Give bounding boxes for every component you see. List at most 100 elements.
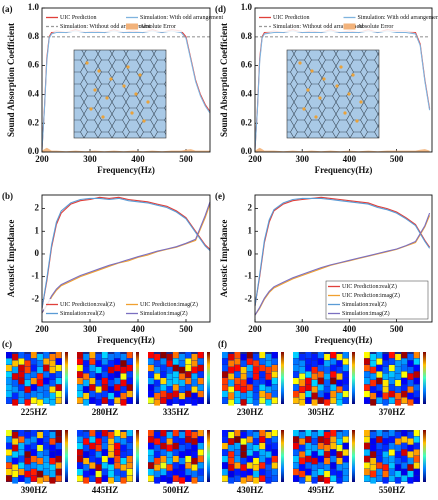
heatmap-cell [395, 360, 401, 367]
heatmap-cell [37, 367, 43, 374]
heatmap-cell [240, 360, 247, 367]
heatmap-cell [77, 475, 83, 482]
heatmap-cell [305, 365, 312, 372]
heatmap-cell [77, 430, 83, 437]
heatmap-cell [101, 469, 108, 476]
heatmap-cell [222, 469, 228, 476]
heatmap-cell [246, 462, 253, 469]
heatmap-cell [376, 358, 383, 365]
inset-dot [314, 115, 318, 119]
heatmap-cell [382, 393, 389, 400]
heatmap-cell [197, 358, 204, 365]
x-tick-label: 300 [83, 154, 97, 164]
heatmap [293, 352, 355, 406]
heatmap-cell [376, 462, 383, 469]
heatmap-cell [160, 449, 167, 456]
y-tick-label: 0 [35, 248, 40, 258]
heatmap-label: 230HZ [237, 407, 264, 417]
heatmap-cell [364, 384, 370, 391]
heatmap-cell [240, 399, 247, 406]
heatmap-cell [413, 384, 420, 391]
heatmap-cell [95, 354, 102, 361]
heatmap-cell [172, 469, 179, 476]
heatmap-cell [154, 451, 161, 458]
heatmap-cell [12, 438, 19, 445]
heatmap-cell [185, 391, 192, 398]
heatmap-cell [222, 475, 228, 482]
inset-dot [298, 61, 302, 65]
heatmap-cell [172, 391, 179, 398]
heatmap-cell [24, 477, 31, 484]
heatmap-cell [240, 432, 247, 439]
heatmap-cell [382, 380, 389, 387]
heatmap-cell [95, 438, 102, 445]
heatmap-cell [114, 391, 121, 398]
heatmap-cell [413, 469, 420, 476]
heatmap-cell [154, 367, 161, 374]
heatmap-cell [370, 399, 377, 406]
heatmap-cell [37, 432, 43, 439]
heatmap-cell [77, 397, 83, 404]
inset-dot [138, 73, 142, 77]
heatmap-cell [18, 391, 25, 398]
heatmap-cell [299, 445, 306, 452]
heatmap-cell [12, 458, 19, 465]
heatmap-cell [24, 438, 31, 445]
heatmap-cell [336, 380, 343, 387]
heatmap-cell [259, 384, 266, 391]
y-tick-label: 0.0 [241, 146, 253, 156]
legend-label: UIC Prediction:imag(Z) [342, 292, 400, 299]
heatmap-cell [388, 449, 395, 456]
heatmap-cell [364, 436, 370, 443]
heatmap-cell [234, 449, 241, 456]
heatmap-cell [83, 380, 90, 387]
heatmap-cell [120, 445, 127, 452]
heatmap-cell [83, 471, 90, 478]
heatmap-cell [108, 399, 114, 406]
inset-dot [302, 107, 306, 111]
heatmap-cell [240, 477, 247, 484]
heatmap-cell [336, 367, 343, 374]
heatmap-cell [12, 354, 19, 361]
heatmap-cell [114, 384, 121, 391]
heatmap-cell [271, 358, 278, 365]
heatmap-cell [148, 371, 154, 378]
heatmap-cell [83, 386, 90, 393]
heatmap-cell [228, 393, 235, 400]
heatmap-cell [154, 464, 161, 471]
heatmap-cell [222, 449, 228, 456]
heatmap-cell [197, 449, 204, 456]
heatmap-cell [370, 373, 377, 380]
heatmap-cell [83, 458, 90, 465]
heatmap-cell [6, 397, 12, 404]
heatmap-cell [265, 438, 272, 445]
heatmap-label: 390HZ [21, 485, 48, 495]
heatmap-cell [253, 445, 259, 452]
heatmap-cell [413, 462, 420, 469]
heatmap-cell [120, 477, 127, 484]
heatmap-cell [370, 432, 377, 439]
heatmap-cell [24, 393, 31, 400]
heatmap-cell [299, 432, 306, 439]
heatmap-cell [228, 471, 235, 478]
heatmap-cell [24, 360, 31, 367]
heatmap-cell [382, 438, 389, 445]
legend-label: Simulation:imag(Z) [140, 310, 188, 317]
heatmap-cell [305, 475, 312, 482]
heatmap-cell [197, 475, 204, 482]
heatmap-cell [382, 399, 389, 406]
heatmap-cell [271, 443, 278, 450]
heatmap-cell [126, 365, 133, 372]
legend-label: UIC Prediction:real(Z) [60, 301, 115, 308]
heatmap-cell [342, 443, 349, 450]
heatmap-cell [293, 456, 299, 463]
y-tick-label: 1.0 [28, 2, 40, 12]
heatmap-cell [305, 391, 312, 398]
heatmap-cell [95, 458, 102, 465]
heatmap-cell [12, 399, 19, 406]
heatmap-cell [305, 358, 312, 365]
heatmap-cell [108, 445, 114, 452]
heatmap-cell [101, 391, 108, 398]
heatmap-cell [120, 399, 127, 406]
heatmap-cell [24, 367, 31, 374]
